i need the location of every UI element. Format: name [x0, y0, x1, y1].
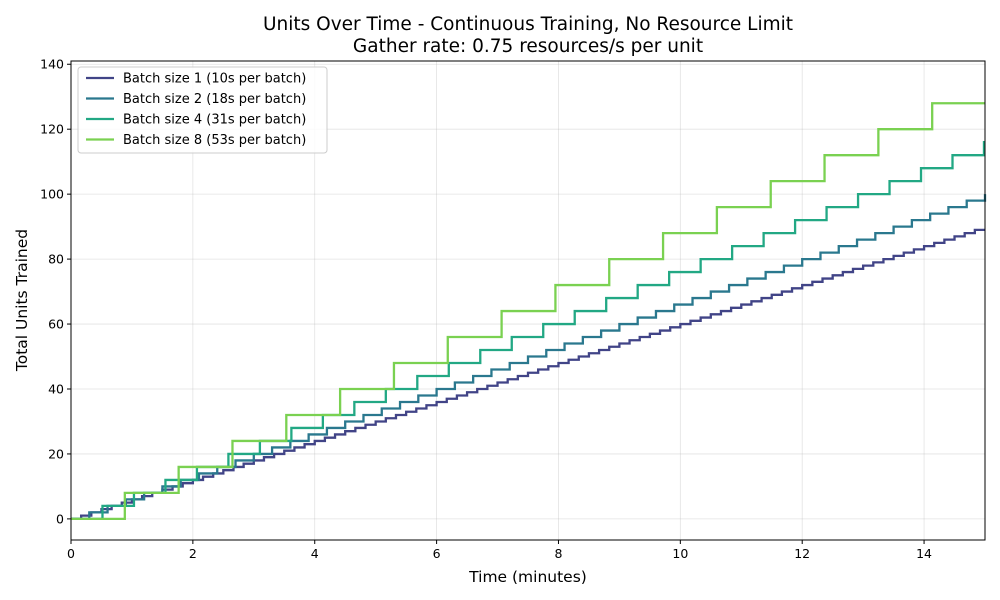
chart-title: Units Over Time - Continuous Training, N… — [263, 14, 793, 35]
x-tick-label: 6 — [433, 546, 441, 561]
y-tick-label: 80 — [48, 252, 64, 267]
legend-label-2: Batch size 2 (18s per batch) — [123, 92, 306, 107]
legend-box — [77, 66, 328, 154]
series-layer — [71, 102, 987, 521]
y-tick-label: 120 — [40, 122, 64, 137]
y-tick-label: 140 — [40, 57, 64, 72]
x-tick-label: 2 — [189, 546, 197, 561]
y-axis-label: Total Units Trained — [13, 229, 31, 372]
plot-frame — [70, 60, 986, 541]
series-line-3 — [71, 141, 986, 521]
x-tick-label: 8 — [554, 546, 562, 561]
legend-label-3: Batch size 4 (31s per batch) — [123, 113, 306, 128]
x-tick-label: 0 — [67, 546, 75, 561]
x-tick-label: 4 — [311, 546, 319, 561]
series-line-1 — [71, 228, 985, 521]
x-tick-label: 10 — [672, 546, 688, 561]
y-tick-label: 40 — [48, 381, 64, 396]
x-tick-label: 14 — [916, 546, 932, 561]
x-tick-label: 12 — [794, 546, 810, 561]
legend-label-1: Batch size 1 (10s per batch) — [123, 72, 306, 87]
series-line-2 — [71, 194, 987, 521]
chart-subtitle: Gather rate: 0.75 resources/s per unit — [353, 36, 703, 57]
grid — [70, 61, 985, 540]
y-tick-label: 20 — [48, 446, 64, 461]
y-tick-label: 100 — [40, 187, 64, 202]
series-line-4 — [71, 102, 985, 521]
y-tick-label: 60 — [48, 317, 64, 332]
legend-label-4: Batch size 8 (53s per batch) — [123, 133, 306, 148]
legend: Batch size 1 (10s per batch) Batch size 2… — [77, 66, 328, 154]
y-tick-label: 0 — [56, 511, 64, 526]
x-axis-label: Time (minutes) — [468, 568, 587, 586]
